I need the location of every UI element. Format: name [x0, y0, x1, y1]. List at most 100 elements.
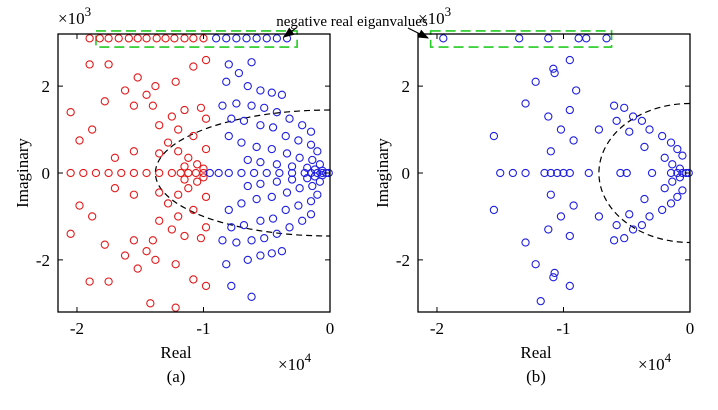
eigenvalue-point-red [184, 168, 193, 178]
eigenvalue-point-blue [489, 205, 499, 215]
eigenvalue-point-blue [285, 223, 294, 232]
eigenvalue-point-red [193, 177, 202, 186]
eigenvalue-point-blue [267, 88, 276, 97]
eigenvalue-point-blue [224, 60, 233, 69]
eigenvalue-point-blue [673, 168, 682, 178]
y-tick-label: 0 [402, 164, 411, 183]
eigenvalue-point-red [66, 168, 75, 178]
eigenvalue-point-red [174, 190, 183, 199]
eigenvalue-point-red [201, 281, 211, 291]
eigenvalue-point-red [129, 190, 139, 199]
eigenvalue-point-blue [295, 184, 304, 193]
eigenvalue-point-red [189, 131, 198, 141]
eigenvalue-point-blue [544, 34, 553, 43]
eigenvalue-point-red [148, 101, 158, 110]
eigenvalue-point-blue [666, 199, 676, 208]
eigenvalue-point-blue [496, 168, 505, 178]
eigenvalue-point-red [155, 168, 164, 178]
eigenvalue-point-blue [272, 177, 282, 186]
eigenvalue-point-red [88, 125, 97, 134]
eigenvalue-point-blue [594, 212, 604, 221]
eigenvalue-point-blue [521, 99, 530, 108]
annotation-arrow-right [407, 27, 429, 39]
eigenvalue-point-blue [612, 116, 621, 126]
eigenvalue-point-blue [243, 81, 252, 91]
eigenvalue-point-red [155, 188, 164, 197]
eigenvalue-point-blue [227, 223, 236, 232]
eigenvalue-point-blue [544, 225, 553, 234]
eigenvalue-point-blue [282, 34, 292, 43]
eigenvalue-point-blue [267, 144, 276, 154]
eigenvalue-point-blue [242, 34, 251, 43]
eigenvalue-point-blue [232, 238, 241, 247]
eigenvalue-point-blue [673, 144, 682, 154]
eigenvalue-point-blue [268, 123, 278, 132]
eigenvalue-point-blue [310, 172, 319, 181]
eigenvalue-point-blue [282, 149, 292, 158]
eigenvalue-point-red [174, 147, 183, 156]
panel-caption: (a) [167, 367, 186, 386]
eigenvalue-point-blue [277, 90, 287, 99]
eigenvalue-point-red [142, 168, 151, 178]
x-axis-label: Real [160, 343, 191, 362]
eigenvalue-point-blue [295, 153, 304, 162]
eigenvalue-point-blue [234, 68, 244, 78]
eigenvalue-point-blue [574, 34, 583, 43]
eigenvalue-point-blue [252, 142, 261, 152]
eigenvalue-point-blue [612, 220, 621, 230]
eigenvalue-point-blue [565, 281, 574, 291]
eigenvalue-point-blue [549, 273, 558, 282]
eigenvalue-point-blue [252, 194, 261, 204]
eigenvalue-point-blue [256, 179, 265, 189]
eigenvalue-point-blue [249, 168, 259, 178]
eigenvalue-point-blue [252, 34, 261, 43]
y-tick-label: -2 [396, 251, 410, 270]
eigenvalue-point-red [171, 303, 180, 312]
eigenvalue-point-blue [294, 201, 303, 210]
eigenvalue-point-blue [318, 171, 327, 180]
eigenvalue-point-blue [628, 225, 638, 234]
eigenvalue-point-blue [277, 247, 287, 256]
eigenvalue-point-blue [647, 168, 657, 178]
eigenvalue-point-blue [227, 114, 236, 123]
eigenvalue-point-red [142, 34, 151, 43]
eigenvalue-point-red [95, 34, 104, 43]
eigenvalue-point-blue [237, 199, 246, 208]
eigenvalue-point-red [199, 173, 208, 182]
stability-ellipse [598, 102, 691, 244]
eigenvalue-point-blue [620, 234, 629, 243]
eigenvalue-point-red [129, 147, 139, 156]
eigenvalue-point-blue [281, 131, 290, 141]
eigenvalue-point-red [201, 192, 211, 202]
eigenvalue-point-red [114, 34, 123, 43]
eigenvalue-point-red [110, 184, 120, 193]
eigenvalue-point-blue [243, 181, 252, 191]
eigenvalue-point-blue [308, 181, 317, 191]
eigenvalue-point-blue [508, 168, 518, 178]
eigenvalue-point-blue [211, 34, 221, 43]
eigenvalue-point-blue [256, 86, 265, 95]
panel-caption: (b) [526, 367, 546, 386]
y-tick-label: -2 [36, 251, 50, 270]
eigenvalue-point-red [196, 103, 206, 112]
eigenvalue-point-blue [550, 268, 559, 278]
eigenvalue-point-red [110, 153, 120, 162]
eigenvalue-point-blue [243, 155, 252, 165]
eigenvalue-point-red [201, 223, 211, 232]
eigenvalue-point-blue [237, 168, 246, 178]
eigenvalue-point-blue [298, 121, 307, 130]
eigenvalue-point-red [199, 168, 208, 178]
eigenvalue-point-blue [559, 168, 568, 178]
eigenvalue-point-blue [678, 186, 687, 195]
eigenvalue-point-red [66, 229, 75, 238]
x-multiplier: ×104 [638, 350, 672, 374]
eigenvalue-point-red [104, 277, 113, 286]
y-tick-label: 2 [402, 77, 411, 96]
eigenvalue-point-blue [521, 168, 530, 178]
eigenvalue-point-red [129, 101, 139, 110]
eigenvalue-point-red [180, 231, 189, 241]
eigenvalue-point-red [163, 199, 173, 208]
x-tick-label: 0 [686, 319, 695, 338]
eigenvalue-point-red [189, 205, 198, 215]
eigenvalue-point-blue [620, 103, 629, 112]
